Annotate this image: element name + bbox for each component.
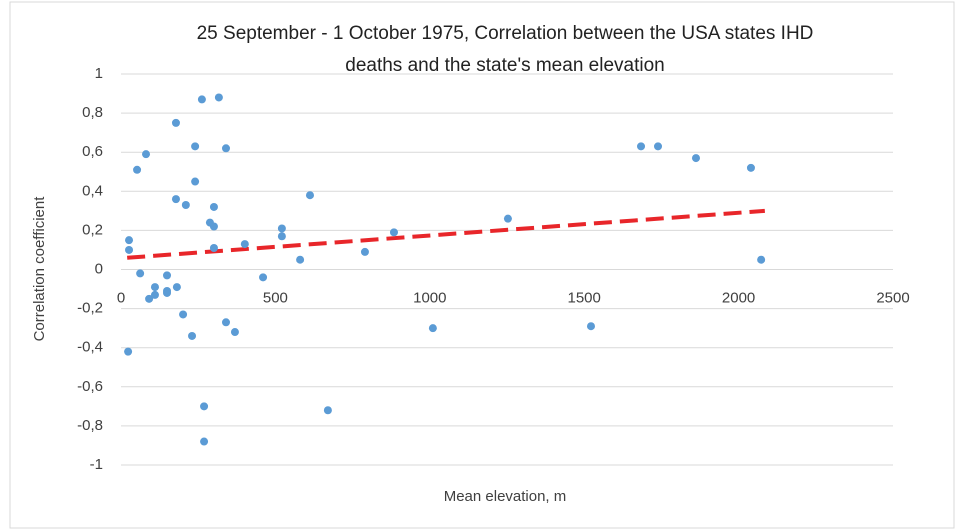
x-tick-label: 2500 <box>876 289 909 306</box>
y-tick-label: -1 <box>90 456 103 473</box>
point <box>259 273 268 282</box>
y-tick-label: 1 <box>95 65 103 82</box>
point <box>124 347 133 356</box>
point <box>637 142 646 151</box>
point <box>305 191 314 200</box>
point <box>145 294 154 303</box>
y-tick-label: -0,2 <box>77 300 103 317</box>
point <box>209 243 218 252</box>
y-axis-label: Correlation coefficient <box>31 196 48 342</box>
point <box>277 232 286 241</box>
point <box>360 247 369 256</box>
point <box>277 224 286 233</box>
point <box>200 402 209 411</box>
trendline <box>127 208 765 260</box>
x-tick-label: 0 <box>117 289 125 306</box>
x-tick-label: 2000 <box>722 289 755 306</box>
point <box>191 142 200 151</box>
point <box>209 202 218 211</box>
point <box>172 283 181 292</box>
point <box>209 222 218 231</box>
point <box>163 271 172 280</box>
point <box>150 290 159 299</box>
point <box>150 283 159 292</box>
point <box>142 150 151 159</box>
point <box>691 154 700 163</box>
point <box>296 255 305 264</box>
point <box>133 165 142 174</box>
y-tick-label: 0 <box>95 260 103 277</box>
point <box>323 406 332 415</box>
point <box>181 200 190 209</box>
point <box>230 328 239 337</box>
point <box>125 236 134 245</box>
y-tick-label: 0,2 <box>82 221 103 238</box>
point <box>171 195 180 204</box>
y-tick-label: 0,4 <box>82 182 103 199</box>
x-axis-label: Mean elevation, m <box>444 488 567 505</box>
point <box>197 95 206 104</box>
point <box>163 288 172 297</box>
point <box>654 142 663 151</box>
chart-title: deaths and the state's mean elevation <box>345 55 664 76</box>
point <box>136 269 145 278</box>
x-tick-label: 1000 <box>413 289 446 306</box>
point <box>214 93 223 102</box>
point <box>389 228 398 237</box>
point <box>125 245 134 254</box>
point <box>240 240 249 249</box>
chart-title: 25 September - 1 October 1975, Correlati… <box>197 23 814 44</box>
point <box>221 144 230 153</box>
point <box>188 331 197 340</box>
y-tick-label: 0,8 <box>82 104 103 121</box>
x-tick-label: 500 <box>263 289 288 306</box>
y-tick-label: 0,6 <box>82 143 103 160</box>
point <box>757 255 766 264</box>
y-tick-label: -0,6 <box>77 378 103 395</box>
point <box>200 437 209 446</box>
point <box>428 324 437 333</box>
point <box>586 322 595 331</box>
y-tick-label: -0,4 <box>77 339 103 356</box>
point <box>191 177 200 186</box>
point <box>171 118 180 127</box>
point <box>503 214 512 223</box>
chart-border <box>9 1 955 529</box>
x-tick-label: 1500 <box>568 289 601 306</box>
point <box>221 318 230 327</box>
point <box>746 163 755 172</box>
point <box>179 310 188 319</box>
y-tick-label: -0,8 <box>77 417 103 434</box>
